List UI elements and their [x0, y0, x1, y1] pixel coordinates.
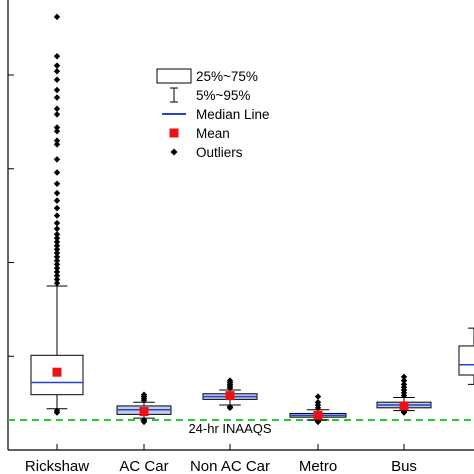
outlier-high-23 [53, 141, 61, 148]
outlier-high-29 [53, 94, 61, 101]
mean-marker [52, 367, 62, 377]
outlier-high-22 [53, 156, 61, 163]
outlier-high-18 [53, 197, 61, 204]
outlier-high-32 [53, 68, 61, 75]
outlier-high-4 [226, 377, 234, 384]
outlier-high-27 [53, 111, 61, 118]
legend-mean-symbol [169, 128, 179, 138]
reference-line-group: 24-hr INAAQS [8, 419, 474, 436]
box-non-ac-car [202, 377, 258, 412]
outlier-high-6 [53, 257, 61, 264]
outlier-high-28 [53, 105, 61, 112]
outlier-high-35 [53, 13, 61, 21]
outlier-high-17 [53, 204, 61, 212]
outlier-high-5 [400, 377, 408, 384]
x-label-ac-car: AC Car [119, 458, 168, 474]
mean-marker [225, 391, 235, 401]
outlier-high-30 [53, 86, 61, 94]
outlier-high-8 [53, 249, 61, 257]
outlier-high-0 [53, 279, 61, 287]
legend-label-4: Outliers [196, 145, 243, 160]
legend: 25%~75% 5%~95% Median Line Mean Outliers [156, 68, 270, 160]
outlier-high-7 [53, 253, 61, 261]
outlier-high-25 [53, 128, 61, 135]
x-axis-labels: Rickshaw AC Car Non AC Car Metro Bus [25, 458, 417, 474]
outlier-high-13 [53, 231, 61, 238]
outlier-high-16 [53, 212, 61, 219]
box-plots [30, 13, 474, 426]
legend-label-1: 5%~95% [196, 88, 250, 103]
outlier-high-34 [53, 53, 61, 60]
outlier-high-26 [53, 124, 61, 131]
outlier-high-4 [400, 381, 408, 388]
mean-marker [313, 410, 323, 420]
legend-label-2: Median Line [196, 107, 270, 122]
mean-marker [139, 407, 149, 417]
reference-line-label: 24-hr INAAQS [188, 421, 271, 436]
outlier-high-21 [53, 169, 61, 176]
outlier-low-1 [226, 404, 234, 412]
outlier-high-10 [53, 242, 61, 249]
outlier-high-1 [53, 276, 61, 283]
outlier-high-15 [53, 219, 61, 227]
outlier-low-1 [53, 409, 61, 416]
x-label-bus: Bus [391, 458, 417, 474]
outlier-high-9 [53, 246, 61, 253]
legend-outlier-symbol [170, 148, 178, 156]
outlier-low-1 [140, 418, 148, 426]
outlier-high-3 [140, 391, 148, 398]
box-ac-car [116, 391, 172, 426]
box-bus [376, 373, 432, 416]
legend-label-3: Mean [196, 126, 230, 141]
outlier-high-11 [53, 238, 61, 246]
box-metro [289, 393, 347, 426]
mean-marker [399, 401, 409, 411]
box-rickshaw [30, 13, 84, 416]
chart-axes [7, 0, 474, 451]
outlier-high-12 [53, 234, 61, 242]
x-label-metro: Metro [299, 458, 337, 474]
outlier-high-3 [314, 393, 322, 400]
outlier-high-6 [400, 373, 408, 381]
outlier-low-1 [400, 409, 408, 416]
legend-label-0: 25%~75% [196, 69, 258, 84]
outlier-high-4 [53, 264, 61, 272]
box-extra [458, 327, 474, 385]
outlier-high-5 [53, 261, 61, 268]
outlier-high-2 [314, 398, 322, 406]
outlier-high-3 [53, 268, 61, 276]
outlier-low-1 [314, 418, 322, 426]
legend-box-symbol [156, 68, 192, 84]
box-iqr [458, 345, 474, 376]
outlier-high-19 [53, 189, 61, 197]
outlier-high-14 [53, 225, 61, 232]
outlier-high-2 [53, 272, 61, 279]
x-label-non-ac-car: Non AC Car [190, 458, 270, 474]
outlier-high-31 [53, 76, 61, 83]
outlier-high-33 [53, 62, 61, 69]
outlier-high-24 [53, 137, 61, 144]
x-label-rickshaw: Rickshaw [25, 458, 89, 474]
outlier-high-20 [53, 180, 61, 187]
